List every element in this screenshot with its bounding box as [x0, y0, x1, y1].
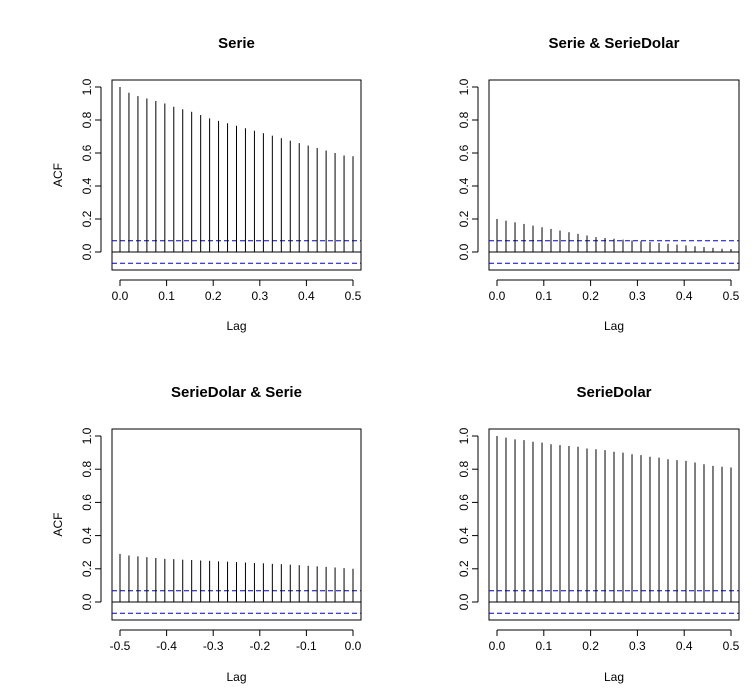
x-tick-label: -0.1 [296, 639, 317, 653]
y-tick-label: 0.2 [80, 210, 94, 227]
y-tick-label: 0.0 [80, 593, 94, 610]
y-tick-label: 0.4 [457, 177, 471, 194]
acf-panel-2: Serie & SerieDolar 0.0 0.1 0.2 0.3 0.4 0.5 Lag 0… [457, 35, 740, 333]
x-tick-label: 0.4 [676, 639, 693, 653]
plot-frame [488, 79, 740, 271]
x-tick-label: 0.0 [489, 289, 506, 303]
x-axis-label: Lag [604, 670, 624, 684]
x-tick-label: -0.3 [203, 639, 224, 653]
x-tick-label: 0.5 [723, 289, 740, 303]
chart-title: Serie [218, 35, 255, 52]
y-tick-label: 0.0 [457, 593, 471, 610]
acf-panel-1: Serie 0.0 0.1 0.2 0.3 0.4 0.5 Lag 0.0 0.2 0.4 0.6 0.… [51, 35, 362, 333]
chart-title: SerieDolar [576, 384, 651, 401]
y-tick-label: 0.2 [457, 560, 471, 577]
y-tick-label: 0.0 [457, 243, 471, 260]
x-tick-label: 0.3 [251, 289, 268, 303]
acf-panel-4: SerieDolar 0.0 0.1 0.2 0.3 0.4 0.5 Lag 0.0 0.2 0.4… [457, 384, 740, 684]
y-tick-label: 0.8 [457, 461, 471, 478]
x-axis-label: Lag [226, 319, 246, 333]
x-tick-label: 0.0 [112, 289, 129, 303]
y-tick-label: 0.8 [457, 111, 471, 128]
x-tick-label: 0.0 [489, 639, 506, 653]
x-axis-label: Lag [226, 670, 246, 684]
x-tick-label: 0.5 [723, 639, 740, 653]
plot-frame [111, 428, 362, 621]
x-tick-label: 0.1 [535, 639, 552, 653]
chart-title: Serie & SerieDolar [549, 35, 680, 52]
y-tick-label: 0.2 [457, 210, 471, 227]
x-axis-label: Lag [604, 319, 624, 333]
chart-title: SerieDolar & Serie [171, 384, 302, 401]
y-tick-label: 1.0 [80, 427, 94, 444]
x-tick-label: 0.5 [345, 289, 362, 303]
x-tick-label: 0.3 [629, 289, 646, 303]
y-axis-label: ACF [51, 163, 65, 187]
y-tick-label: 0.4 [80, 177, 94, 194]
x-tick-label: 0.4 [676, 289, 693, 303]
x-tick-label: 0.3 [629, 639, 646, 653]
x-tick-label: 0.2 [582, 639, 599, 653]
plot-frame [488, 428, 740, 621]
acf-panel-3: SerieDolar & Serie -0.5 -0.4 -0.3 -0.2 -0.1 0.… [51, 384, 362, 684]
y-tick-label: 0.8 [80, 111, 94, 128]
y-tick-label: 1.0 [457, 78, 471, 95]
x-tick-label: 0.2 [582, 289, 599, 303]
y-tick-label: 1.0 [457, 427, 471, 444]
y-tick-label: 0.2 [80, 560, 94, 577]
y-axis-label: ACF [51, 513, 65, 537]
x-tick-label: 0.2 [205, 289, 222, 303]
y-tick-label: 0.8 [80, 461, 94, 478]
x-tick-label: -0.4 [156, 639, 177, 653]
plot-frame [111, 79, 362, 271]
y-tick-label: 0.4 [80, 527, 94, 544]
y-tick-label: 0.6 [457, 494, 471, 511]
x-tick-label: 0.4 [298, 289, 315, 303]
x-tick-label: 0.1 [158, 289, 175, 303]
y-tick-label: 0.6 [80, 144, 94, 161]
y-tick-label: 0.6 [80, 494, 94, 511]
y-tick-label: 0.6 [457, 144, 471, 161]
x-tick-label: -0.5 [110, 639, 131, 653]
x-tick-label: -0.2 [249, 639, 270, 653]
x-tick-label: 0.0 [345, 639, 362, 653]
y-tick-label: 1.0 [80, 78, 94, 95]
y-tick-label: 0.4 [457, 527, 471, 544]
x-tick-label: 0.1 [535, 289, 552, 303]
y-tick-label: 0.0 [80, 243, 94, 260]
